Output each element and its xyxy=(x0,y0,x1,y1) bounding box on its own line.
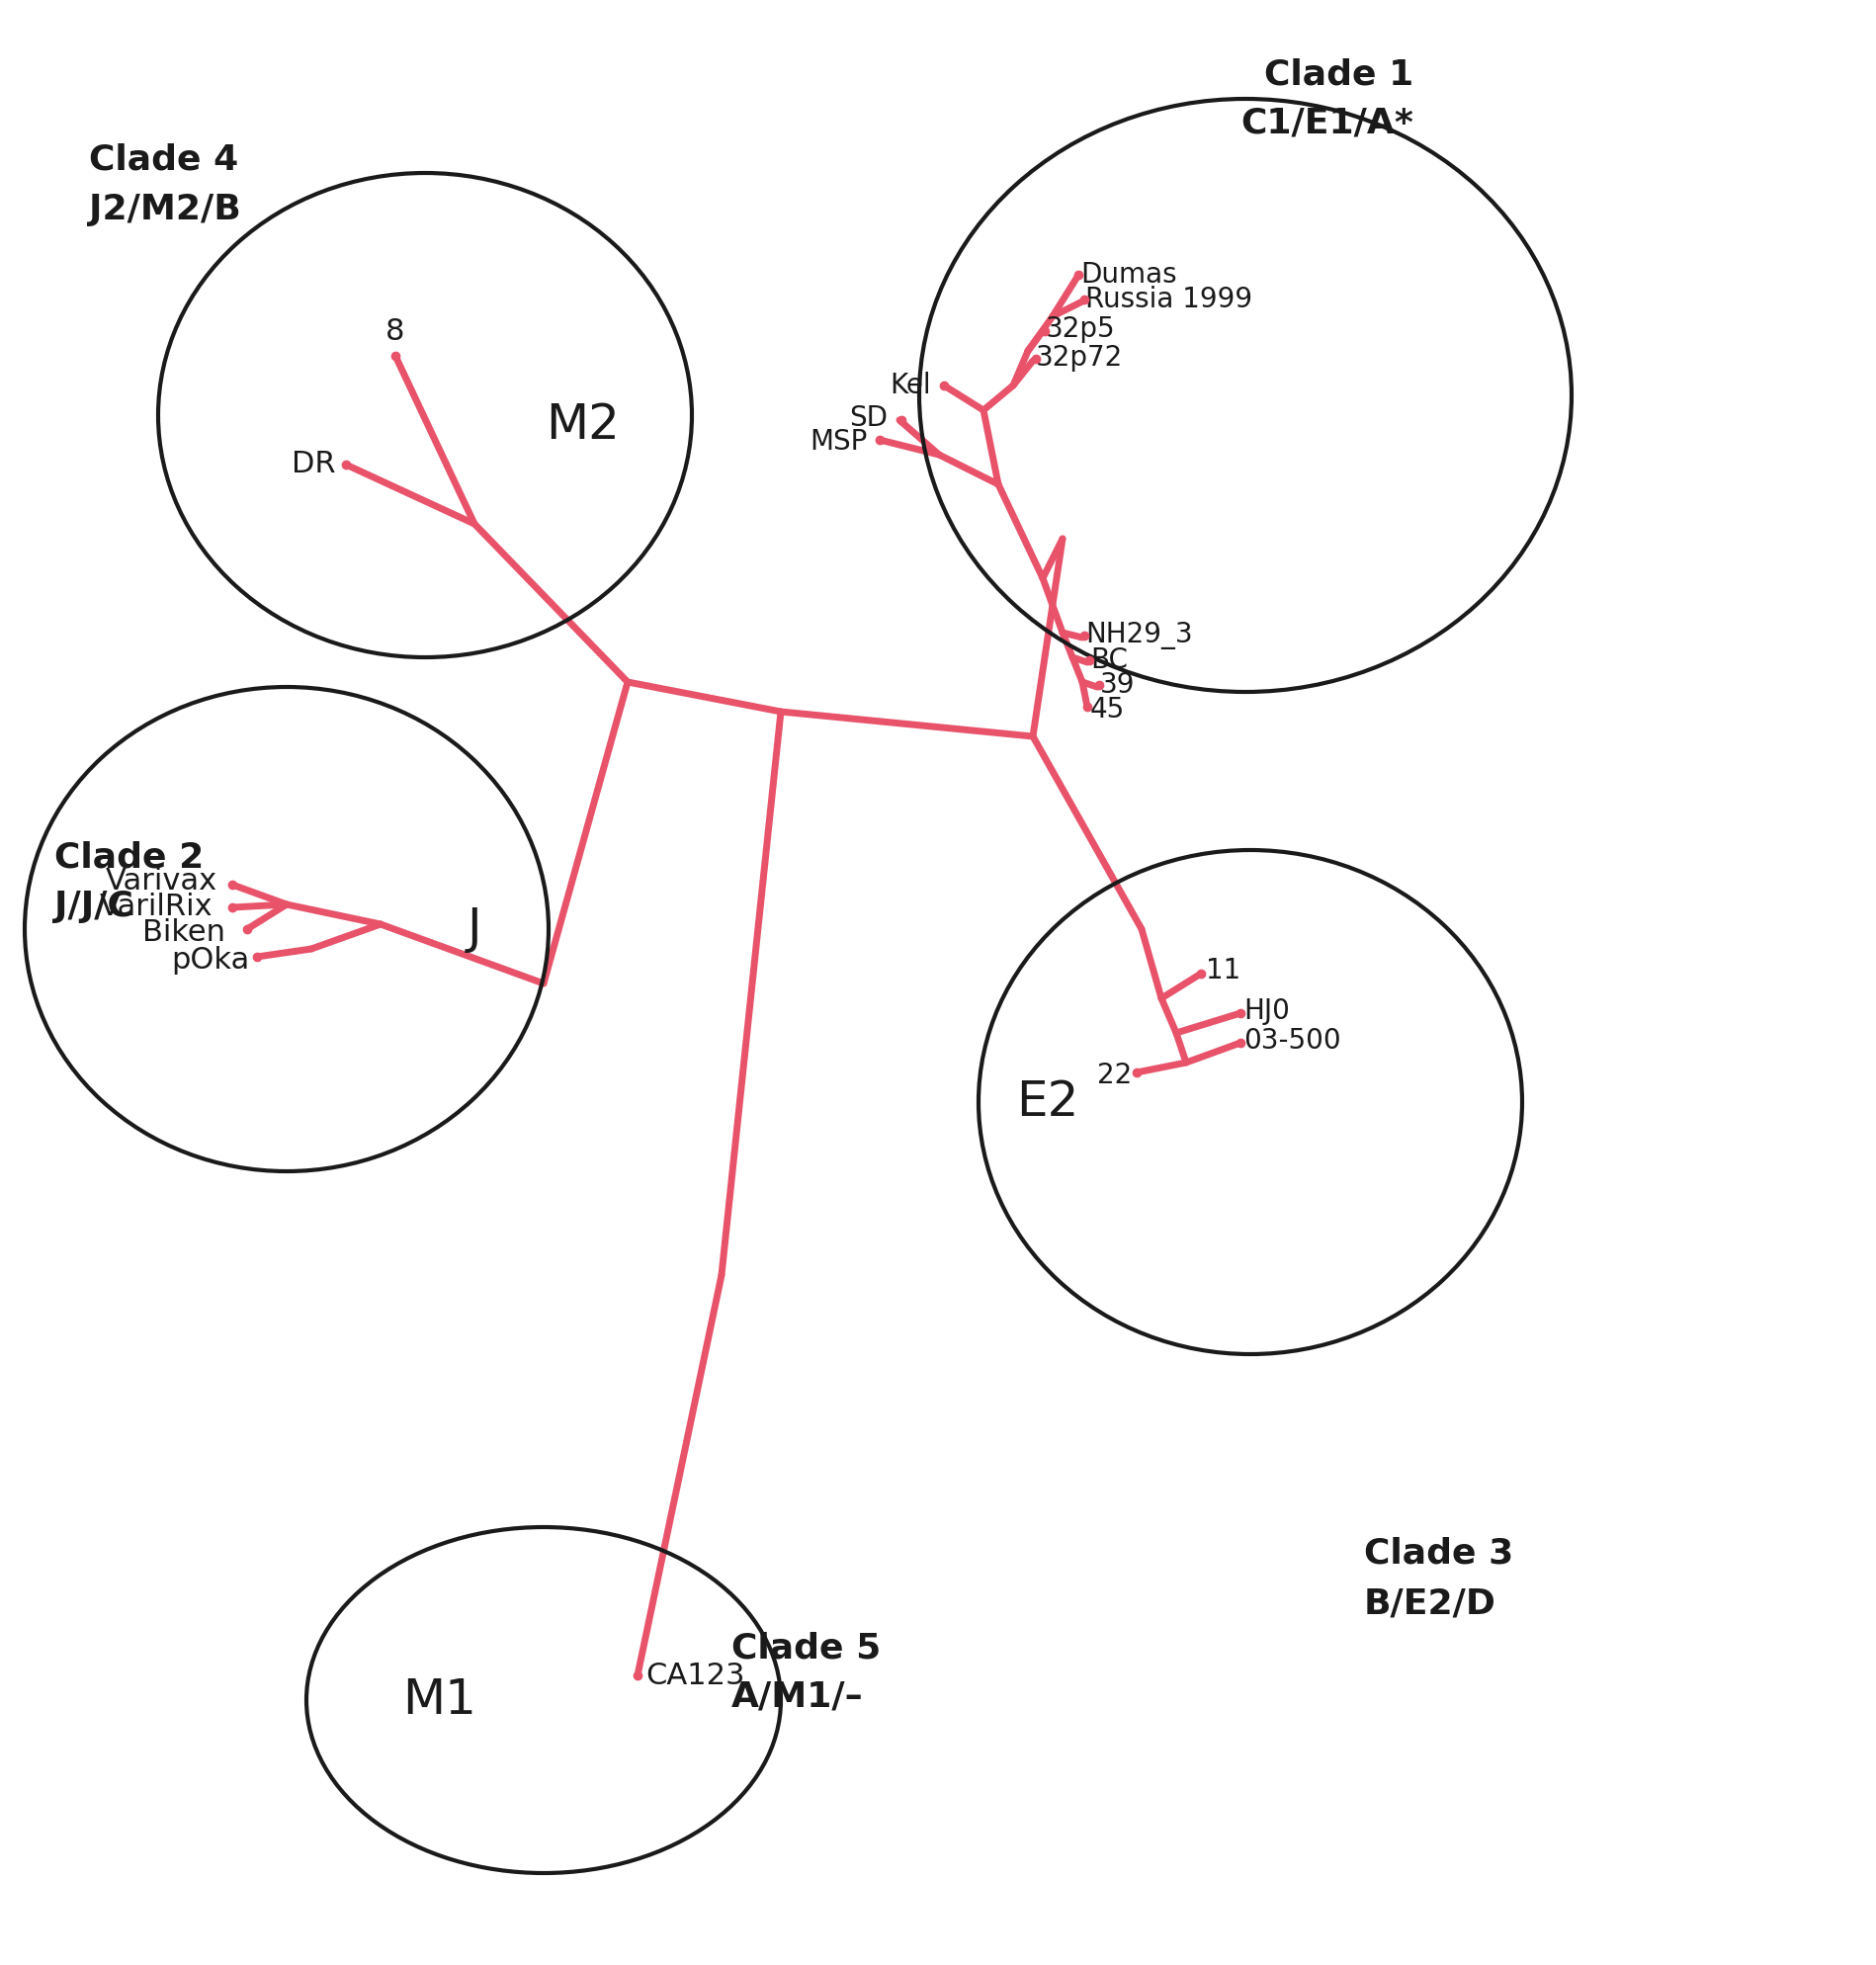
Text: Dumas: Dumas xyxy=(1081,261,1176,289)
Text: Clade 5: Clade 5 xyxy=(732,1631,882,1664)
Text: M1: M1 xyxy=(403,1676,477,1723)
Text: Russia 1999: Russia 1999 xyxy=(1086,285,1253,312)
Text: DR: DR xyxy=(293,450,336,479)
Text: J: J xyxy=(467,906,482,953)
Text: Clade 1: Clade 1 xyxy=(1264,57,1413,90)
Text: 32p5: 32p5 xyxy=(1045,314,1116,344)
Text: E2: E2 xyxy=(1017,1079,1079,1126)
Text: B/E2/D: B/E2/D xyxy=(1364,1586,1497,1619)
Text: SD: SD xyxy=(850,405,887,432)
Text: Kel: Kel xyxy=(889,371,930,399)
Text: BC: BC xyxy=(1090,646,1127,674)
Text: 39: 39 xyxy=(1099,672,1135,700)
Text: 8: 8 xyxy=(386,316,405,346)
Text: pOka: pOka xyxy=(173,947,250,975)
Text: VarilRix: VarilRix xyxy=(99,892,212,922)
Text: Clade 2: Clade 2 xyxy=(54,841,204,874)
Text: 03-500: 03-500 xyxy=(1244,1028,1341,1055)
Text: Clade 4: Clade 4 xyxy=(88,143,238,177)
Text: Clade 3: Clade 3 xyxy=(1364,1537,1514,1570)
Text: NH29_3: NH29_3 xyxy=(1086,621,1193,648)
Text: 22: 22 xyxy=(1097,1061,1131,1089)
Text: J/J/C: J/J/C xyxy=(54,890,133,924)
Text: C1/E1/A*: C1/E1/A* xyxy=(1240,106,1413,140)
Text: A/M1/–: A/M1/– xyxy=(732,1680,863,1713)
Text: 45: 45 xyxy=(1090,696,1126,723)
Text: HJ0: HJ0 xyxy=(1244,998,1289,1026)
Text: Varivax: Varivax xyxy=(105,867,218,896)
Text: Biken: Biken xyxy=(143,918,225,947)
Text: CA123: CA123 xyxy=(645,1660,745,1690)
Text: 32p72: 32p72 xyxy=(1036,344,1124,371)
Text: M2: M2 xyxy=(546,401,621,448)
Text: J2/M2/B: J2/M2/B xyxy=(88,193,240,226)
Text: MSP: MSP xyxy=(810,428,869,456)
Text: 11: 11 xyxy=(1206,957,1240,984)
